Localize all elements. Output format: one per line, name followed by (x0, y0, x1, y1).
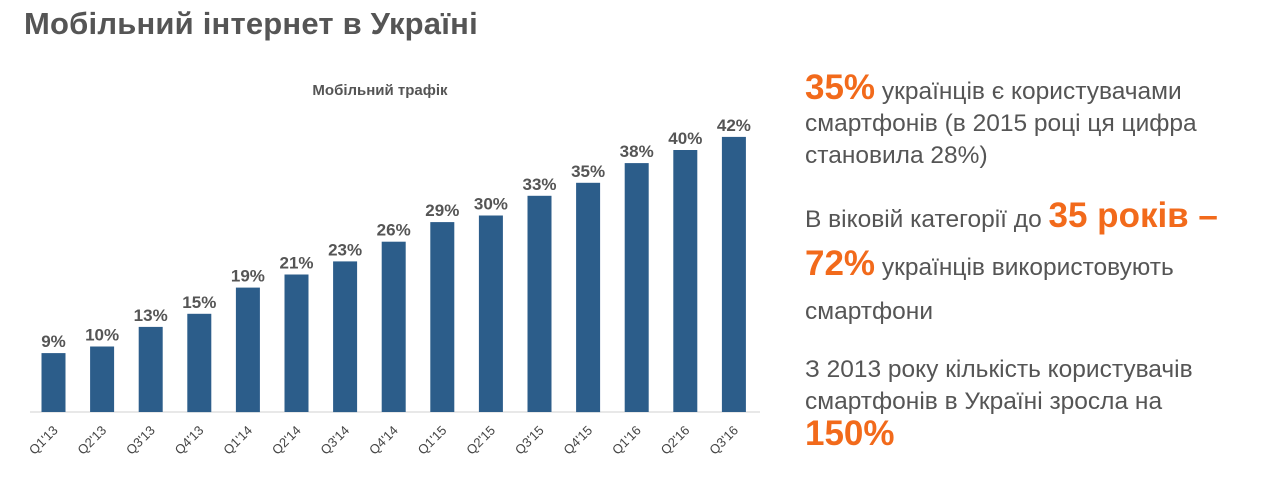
bar (284, 274, 309, 412)
fact-1: 35% українців є користувачами смартфонів… (805, 70, 1273, 172)
x-tick-label: Q3'15 (512, 423, 547, 458)
x-tick-label: Q4'15 (560, 423, 595, 458)
data-label: 9% (41, 332, 66, 351)
bar (478, 215, 503, 412)
data-label: 13% (134, 306, 168, 325)
fact-2: В віковій категорії до 35 років – 72% ук… (805, 194, 1273, 334)
bar (90, 346, 115, 412)
x-tick-label: Q3'14 (317, 423, 352, 458)
bar (381, 241, 406, 412)
x-tick-label: Q4'14 (366, 423, 401, 458)
data-label: 30% (474, 195, 508, 214)
fact-2-text: українців використовують смартфони (805, 254, 1174, 325)
fact-1-text: українців є користувачами смартфонів (в … (805, 78, 1197, 169)
x-tick-label: Q2'15 (463, 423, 498, 458)
x-tick-label: Q1'16 (609, 423, 644, 458)
data-label: 23% (328, 240, 362, 259)
page-title: Мобільний інтернет в Україні (24, 6, 478, 41)
bar (333, 261, 358, 413)
x-tick-label: Q2'14 (269, 423, 304, 458)
bar (41, 353, 66, 412)
data-label: 35% (571, 162, 605, 181)
data-label: 26% (377, 221, 411, 240)
fact-1-highlight: 35% (805, 68, 876, 107)
fact-3-text: З 2013 року кількість користувачів смарт… (805, 356, 1193, 415)
bar-chart: Мобільний трафік 9% Q1'13 10% Q2'13 13% Q3'13… (26, 82, 760, 458)
fact-2-prefix: В віковій категорії до (805, 206, 1049, 233)
bar (576, 182, 601, 413)
x-tick-label: Q1'13 (26, 423, 61, 458)
data-label: 19% (231, 267, 265, 286)
chart-title: Мобільний трафік (312, 82, 448, 99)
x-tick-label: Q3'13 (123, 423, 158, 458)
x-tick-label: Q1'14 (220, 423, 255, 458)
bar (187, 313, 212, 413)
bar (235, 287, 260, 413)
facts-panel: 35% українців є користувачами смартфонів… (805, 70, 1273, 476)
bar (673, 150, 698, 412)
data-label: 29% (425, 201, 459, 220)
data-label: 15% (182, 293, 216, 312)
bar (527, 195, 552, 412)
x-tick-label: Q2'13 (74, 423, 109, 458)
data-label: 33% (522, 175, 556, 194)
bar (721, 136, 746, 412)
fact-3: З 2013 року кількість користувачів смарт… (805, 354, 1273, 454)
x-tick-label: Q1'15 (415, 423, 450, 458)
x-tick-label: Q3'16 (706, 423, 741, 458)
data-label: 21% (279, 254, 313, 273)
data-label: 10% (85, 326, 119, 345)
x-tick-label: Q4'13 (172, 423, 207, 458)
data-label: 40% (668, 129, 702, 148)
fact-2-highlight-age: 35 років – (1048, 196, 1218, 235)
bar (138, 326, 163, 412)
data-label: 42% (717, 116, 751, 135)
bar (624, 163, 649, 412)
bar (430, 222, 455, 412)
bars-group: 9% Q1'13 10% Q2'13 13% Q3'13 15% Q4'13 19% Q1'14 2… (26, 116, 751, 458)
fact-2-highlight-percent: 72% (805, 244, 876, 283)
x-tick-label: Q2'16 (658, 423, 693, 458)
fact-3-highlight: 150% (805, 414, 895, 453)
data-label: 38% (620, 142, 654, 161)
